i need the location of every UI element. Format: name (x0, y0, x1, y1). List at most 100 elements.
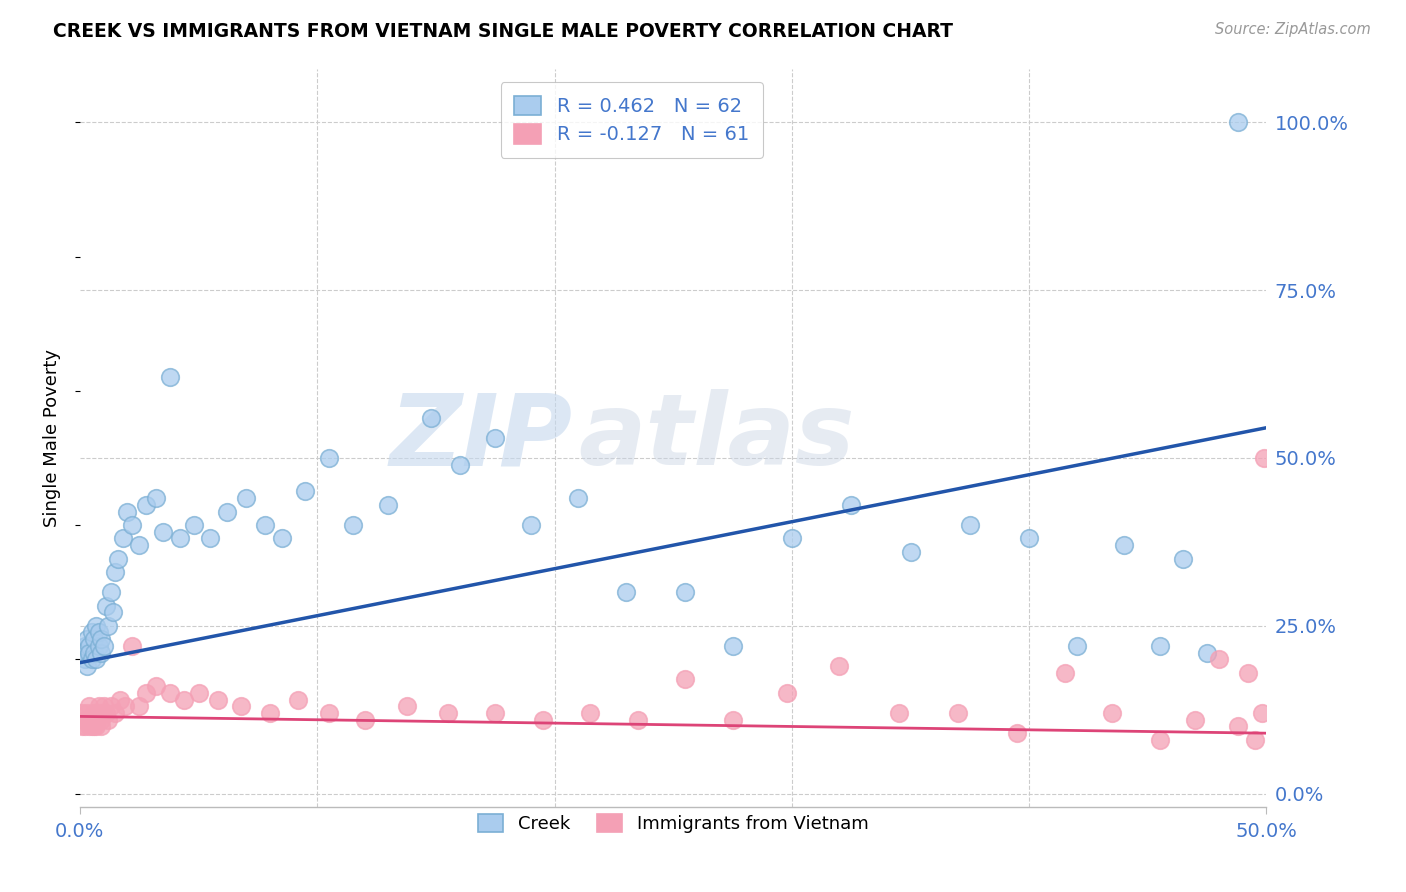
Point (259, 706, 281, 720)
Point (200, 532, 222, 546)
Point (128, 699, 150, 714)
Point (828, 659, 851, 673)
Point (1112, 538, 1135, 552)
Point (1149, 639, 1171, 653)
Point (86, 652, 108, 666)
Point (104, 565, 127, 579)
Point (104, 706, 127, 720)
Point (87, 699, 110, 714)
Y-axis label: Single Male Poverty: Single Male Poverty (44, 349, 60, 527)
Text: ZIP: ZIP (389, 389, 572, 486)
Point (1227, 115, 1250, 129)
Point (70, 719, 93, 733)
Point (83, 719, 105, 733)
Point (1007, 726, 1029, 740)
Point (449, 458, 471, 472)
Point (97, 713, 120, 727)
Point (1066, 639, 1088, 653)
Point (235, 491, 257, 506)
Point (73, 639, 96, 653)
Point (94, 599, 117, 613)
Point (1227, 719, 1250, 733)
Point (436, 706, 458, 720)
Legend: Creek, Immigrants from Vietnam: Creek, Immigrants from Vietnam (468, 805, 877, 842)
Point (673, 585, 696, 599)
Point (673, 673, 696, 687)
Point (79, 646, 101, 660)
Point (135, 498, 157, 512)
Point (100, 585, 122, 599)
Point (531, 713, 554, 727)
Point (114, 699, 136, 714)
Point (207, 692, 229, 706)
Text: Source: ZipAtlas.com: Source: ZipAtlas.com (1215, 22, 1371, 37)
Point (94, 706, 117, 720)
Point (579, 706, 602, 720)
Point (73, 719, 96, 733)
Point (215, 505, 238, 519)
Point (79, 699, 101, 714)
Point (1253, 450, 1275, 465)
Point (270, 532, 292, 546)
Point (145, 491, 167, 506)
Point (173, 692, 195, 706)
Point (110, 692, 132, 706)
Point (721, 713, 744, 727)
Point (80, 652, 103, 666)
Point (79, 639, 101, 653)
Text: CREEK VS IMMIGRANTS FROM VIETNAM SINGLE MALE POVERTY CORRELATION CHART: CREEK VS IMMIGRANTS FROM VIETNAM SINGLE … (53, 22, 953, 41)
Point (253, 518, 276, 533)
Point (80, 719, 103, 733)
Point (1250, 706, 1272, 720)
Point (839, 498, 862, 512)
Point (946, 706, 969, 720)
Point (626, 713, 648, 727)
Point (107, 551, 129, 566)
Point (187, 686, 209, 700)
Point (100, 699, 122, 714)
Point (484, 431, 506, 445)
Point (484, 706, 506, 720)
Point (520, 518, 543, 533)
Point (90, 713, 112, 727)
Point (780, 532, 803, 546)
Point (1173, 551, 1195, 566)
Point (80, 713, 103, 727)
Point (76, 713, 98, 727)
Point (90, 646, 112, 660)
Point (887, 706, 910, 720)
Point (169, 532, 191, 546)
Text: atlas: atlas (578, 389, 855, 486)
Point (117, 505, 139, 519)
Point (353, 713, 375, 727)
Point (87, 639, 110, 653)
Point (318, 706, 340, 720)
Point (93, 639, 115, 653)
Point (111, 532, 134, 546)
Point (152, 524, 174, 539)
Point (76, 632, 98, 647)
Point (73, 713, 96, 727)
Point (900, 545, 922, 559)
Point (76, 659, 98, 673)
Point (73, 652, 96, 666)
Point (567, 491, 589, 506)
Point (145, 679, 167, 693)
Point (87, 706, 110, 720)
Point (90, 719, 112, 733)
Point (86, 713, 108, 727)
Point (377, 498, 399, 512)
Point (135, 686, 157, 700)
Point (93, 699, 115, 714)
Point (1236, 665, 1258, 680)
Point (159, 370, 181, 384)
Point (87, 625, 110, 640)
Point (1101, 706, 1123, 720)
Point (1243, 732, 1265, 747)
Point (294, 484, 316, 499)
Point (959, 518, 981, 533)
Point (1208, 652, 1230, 666)
Point (721, 639, 744, 653)
Point (97, 619, 120, 633)
Point (1197, 646, 1219, 660)
